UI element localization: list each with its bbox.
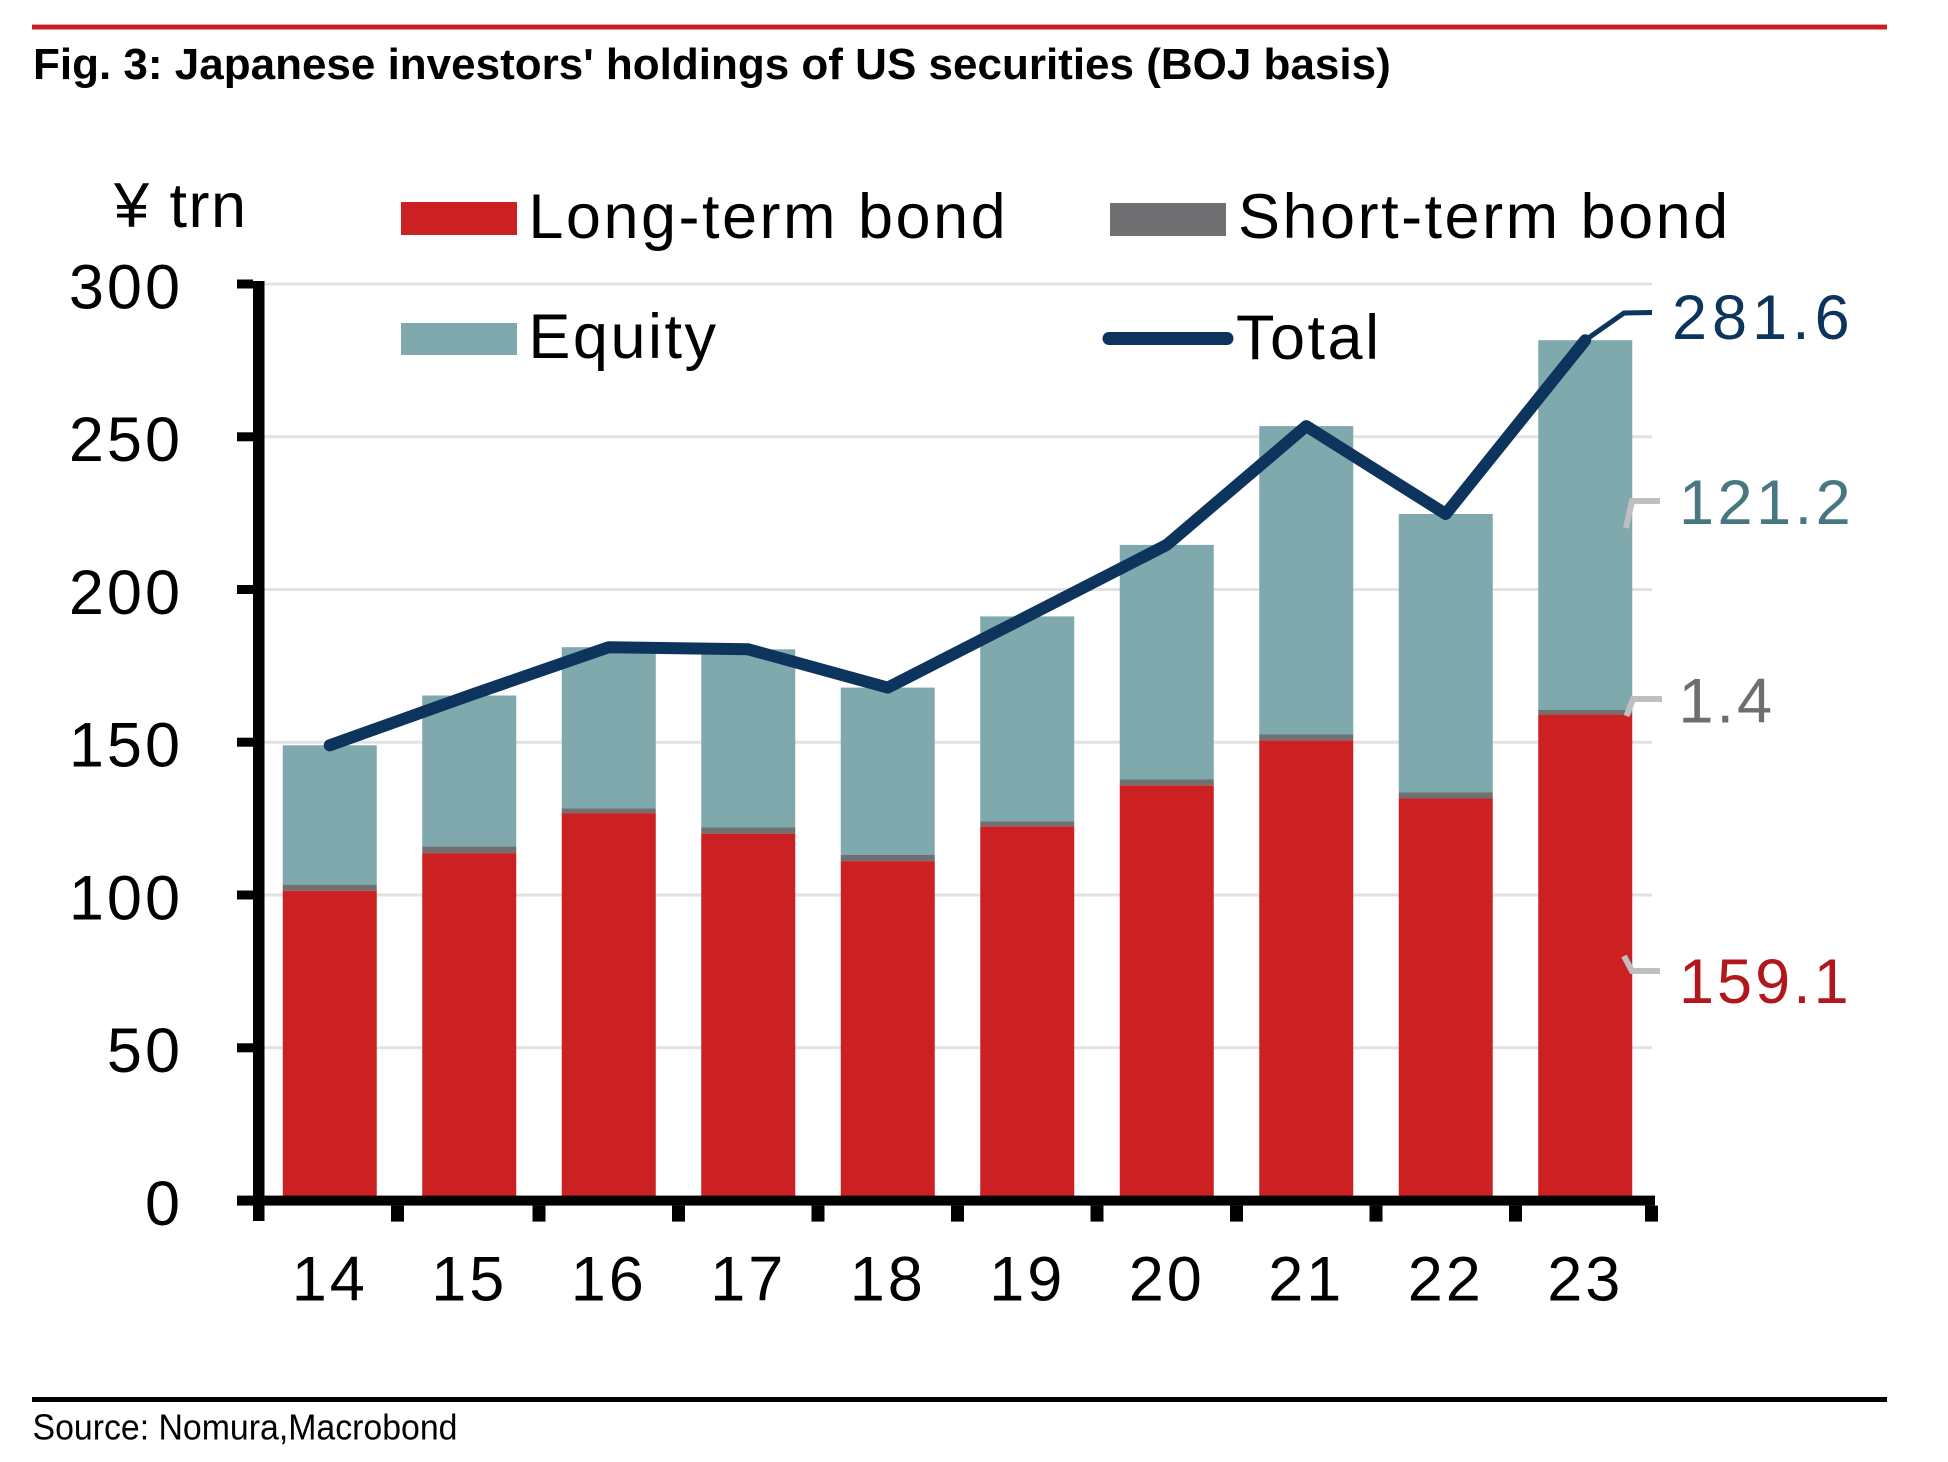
svg-text:0: 0 xyxy=(145,1169,183,1239)
svg-text:17: 17 xyxy=(710,1245,786,1315)
svg-text:100: 100 xyxy=(69,863,183,933)
svg-text:300: 300 xyxy=(69,252,183,322)
svg-text:18: 18 xyxy=(850,1245,926,1315)
svg-text:16: 16 xyxy=(571,1245,647,1315)
svg-text:Short-term bond: Short-term bond xyxy=(1238,182,1731,252)
svg-text:150: 150 xyxy=(69,711,183,781)
svg-text:20: 20 xyxy=(1129,1245,1205,1315)
svg-text:121.2: 121.2 xyxy=(1679,468,1854,538)
svg-text:Fig. 3: Japanese investors' ho: Fig. 3: Japanese investors' holdings of … xyxy=(33,40,1391,89)
svg-text:¥ trn: ¥ trn xyxy=(113,171,248,241)
svg-text:22: 22 xyxy=(1408,1245,1484,1315)
svg-text:1.4: 1.4 xyxy=(1679,667,1776,737)
svg-text:21: 21 xyxy=(1268,1245,1344,1315)
svg-text:Source: Nomura,Macrobond: Source: Nomura,Macrobond xyxy=(33,1407,458,1448)
svg-text:50: 50 xyxy=(107,1016,183,1086)
svg-text:Equity: Equity xyxy=(528,302,718,372)
svg-text:159.1: 159.1 xyxy=(1679,947,1852,1017)
svg-text:281.6: 281.6 xyxy=(1672,283,1855,353)
svg-text:15: 15 xyxy=(431,1245,507,1315)
svg-text:Total: Total xyxy=(1236,303,1382,373)
svg-text:19: 19 xyxy=(989,1245,1065,1315)
svg-text:250: 250 xyxy=(69,405,183,475)
svg-text:14: 14 xyxy=(292,1245,368,1315)
svg-text:23: 23 xyxy=(1547,1245,1623,1315)
svg-text:200: 200 xyxy=(69,558,183,628)
svg-text:Long-term bond: Long-term bond xyxy=(528,182,1008,252)
